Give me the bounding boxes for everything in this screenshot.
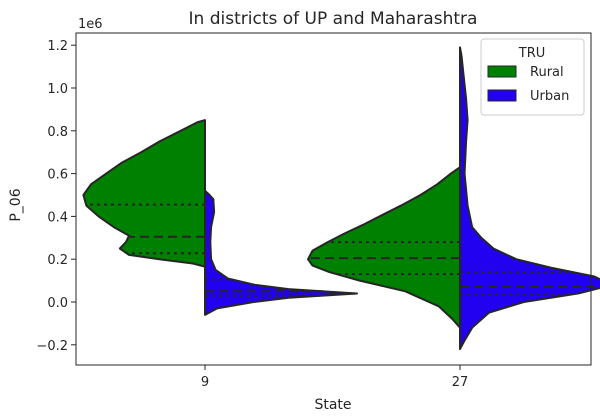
y-offset-text: 1e6 [78, 17, 103, 32]
violin-urban-27 [459, 46, 600, 351]
chart-title: In districts of UP and Maharashtra [189, 9, 478, 29]
legend-label-rural: Rural [530, 65, 564, 80]
legend: TRU Rural Urban [480, 38, 585, 116]
y-tick-label: 1.2 [47, 39, 68, 54]
y-tick-label: 0.6 [47, 168, 68, 183]
y-tick-label: 0.0 [47, 296, 68, 311]
legend-title: TRU [518, 46, 546, 61]
y-tick-label: 1.0 [47, 82, 68, 97]
violin-rural-27 [307, 166, 461, 329]
legend-label-urban: Urban [530, 89, 569, 104]
legend-swatch-rural [487, 65, 517, 78]
violin-urban-9 [204, 189, 358, 316]
y-tick-label: −0.2 [36, 339, 68, 354]
violin-rural-9 [82, 119, 206, 268]
x-tick-label: 9 [201, 375, 209, 390]
y-tick-label: 0.2 [47, 253, 68, 268]
y-tick-label: 0.4 [47, 210, 68, 225]
x-axis-label: State [314, 397, 351, 413]
y-tick-label: 0.8 [47, 125, 68, 140]
plot-area: −0.2 0.0 0.2 0.4 0.6 0.8 1.0 1.2 9 27 [36, 32, 600, 390]
x-tick-label: 27 [452, 375, 469, 390]
y-axis-label: P_06 [8, 188, 24, 221]
plot-frame [75, 32, 592, 366]
legend-swatch-urban [487, 89, 517, 102]
